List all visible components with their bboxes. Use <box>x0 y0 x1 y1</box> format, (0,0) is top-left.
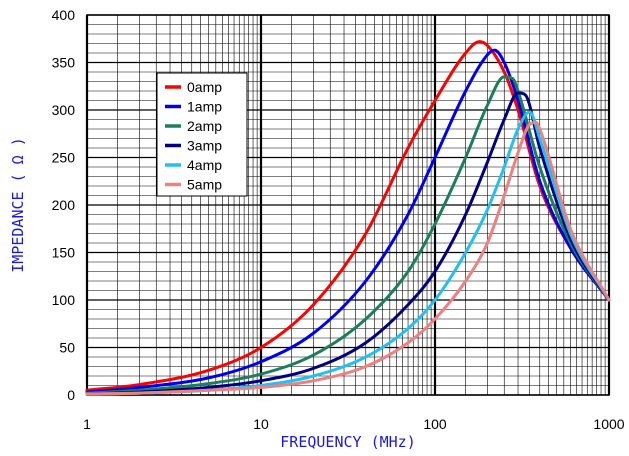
y-tick-label: 200 <box>52 197 76 213</box>
x-axis-title: FREQUENCY (MHz) <box>280 433 415 451</box>
y-tick-label: 400 <box>52 7 76 23</box>
y-tick-label: 100 <box>52 292 76 308</box>
y-axis-title: IMPEDANCE ( Ω ) <box>9 137 27 272</box>
y-tick-label: 350 <box>52 55 76 71</box>
legend-label: 4amp <box>187 157 222 173</box>
x-tick-label: 1000 <box>593 416 624 432</box>
x-tick-label: 10 <box>253 416 269 432</box>
legend-label: 3amp <box>187 138 222 154</box>
series-line-5amp <box>85 120 611 396</box>
y-tick-label: 300 <box>52 102 76 118</box>
y-tick-labels: 0 50 100 150 200 250 300 350 400 <box>52 7 76 403</box>
y-tick-label: 150 <box>52 245 76 261</box>
x-tick-label: 100 <box>423 416 447 432</box>
legend-label: 1amp <box>187 99 222 115</box>
series-line-0amp <box>85 40 611 392</box>
series-line-1amp <box>85 48 611 394</box>
legend: 0amp 1amp 2amp 3amp 4amp 5amp <box>156 72 248 197</box>
series-line-3amp <box>85 91 611 396</box>
legend-label: 5amp <box>187 177 222 193</box>
series-line-2amp <box>85 75 611 395</box>
y-tick-label: 50 <box>59 340 75 356</box>
series-layer <box>85 40 611 396</box>
x-tick-label: 1 <box>83 416 91 432</box>
legend-box <box>156 72 248 197</box>
x-tick-labels: 1 10 100 1000 <box>83 416 625 432</box>
legend-label: 2amp <box>187 118 222 134</box>
legend-label: 0amp <box>187 79 222 95</box>
y-tick-label: 250 <box>52 150 76 166</box>
plot-frame <box>86 14 610 396</box>
y-tick-label: 0 <box>67 387 75 403</box>
